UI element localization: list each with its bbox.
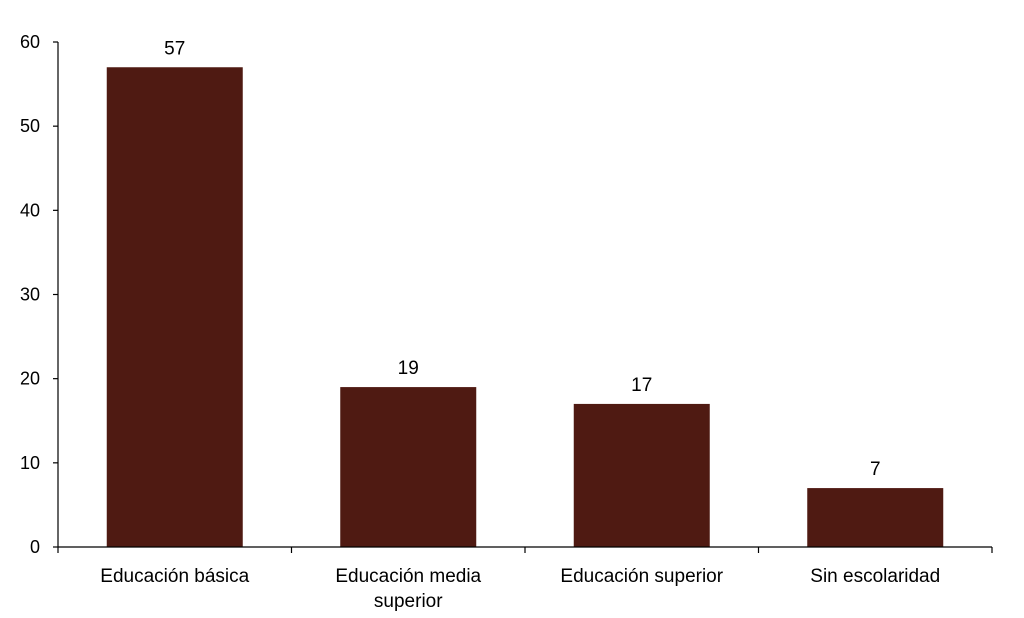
y-tick-label-4: 40: [20, 200, 40, 220]
bar-2: [573, 403, 710, 547]
data-label-1: 19: [398, 358, 419, 379]
category-label-1: Educación media superior: [335, 566, 481, 612]
category-label-2: Educación superior: [560, 566, 723, 587]
labels-layer: 57 19 17 7 0 10 20 30 40 50 60 Educación básica Educ…: [20, 32, 940, 612]
category-label-3-line-0: Sin escolaridad: [810, 566, 940, 587]
y-tick-label-0: 0: [30, 537, 40, 557]
y-tick-label-2: 20: [20, 369, 40, 389]
bar-3: [807, 488, 944, 547]
category-label-1-line-0: Educación media: [335, 566, 481, 587]
data-label-0: 57: [164, 38, 185, 59]
axes-layer: [53, 41, 993, 553]
data-label-2: 17: [631, 375, 652, 396]
category-label-0-line-0: Educación básica: [100, 566, 249, 587]
y-tick-label-1: 10: [20, 453, 40, 473]
bars-layer: [106, 67, 944, 547]
category-label-2-line-0: Educación superior: [560, 566, 723, 587]
y-tick-label-6: 60: [20, 32, 40, 52]
data-label-3: 7: [870, 459, 881, 480]
y-tick-label-5: 50: [20, 116, 40, 136]
bar-1: [340, 387, 477, 547]
bar-0: [106, 67, 243, 547]
category-label-0: Educación básica: [100, 566, 249, 587]
y-tick-label-3: 30: [20, 285, 40, 305]
category-label-3: Sin escolaridad: [810, 566, 940, 587]
category-label-1-line-1: superior: [374, 591, 443, 612]
